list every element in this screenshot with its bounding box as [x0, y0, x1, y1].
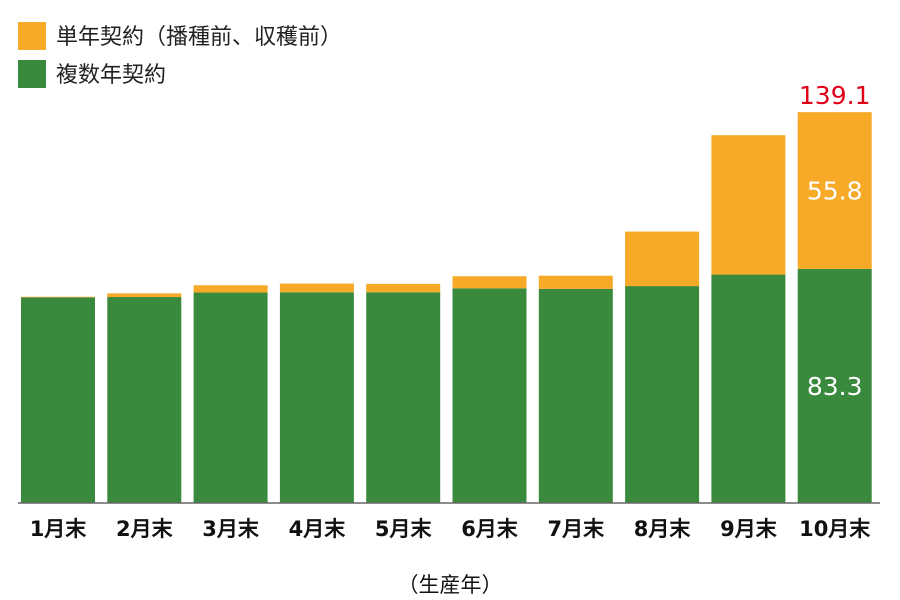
legend: 単年契約（播種前、収穫前） 複数年契約 [18, 22, 342, 88]
bar-segment [21, 297, 95, 503]
legend-label: 複数年契約 [56, 63, 166, 88]
bar-segment [279, 283, 354, 293]
legend-swatch [18, 22, 46, 50]
bar-segment [107, 297, 182, 503]
x-tick-label: 3月末 [202, 517, 260, 541]
bar-segment [193, 292, 268, 503]
segment-value-label: 83.3 [807, 372, 863, 401]
bars-area [21, 112, 872, 503]
x-axis-label: （生産年） [398, 573, 503, 597]
x-tick-label: 10月末 [799, 517, 871, 541]
bar-segment [797, 268, 872, 503]
bar-segment [366, 292, 441, 503]
bar-segment [193, 285, 268, 293]
x-tick-label: 6月末 [461, 517, 519, 541]
bar-segment [366, 283, 441, 293]
x-tick-labels: 1月末 2月末 3月末 4月末 5月末 6月末 7月末 8月末 9月末 10月末 [30, 517, 872, 541]
segment-value-label: 55.8 [807, 177, 863, 206]
bar-segment [452, 288, 527, 503]
x-tick-label: 2月末 [116, 517, 174, 541]
bar-segment [538, 275, 613, 289]
x-tick-label: 8月末 [634, 517, 692, 541]
bar-segment [107, 293, 182, 298]
bar-segment [538, 288, 613, 503]
x-tick-label: 7月末 [547, 517, 605, 541]
x-tick-label: 5月末 [375, 517, 433, 541]
bar-segment [21, 296, 95, 298]
x-tick-label: 4月末 [289, 517, 347, 541]
data-labels: 83.3 55.8 139.1 [799, 81, 871, 401]
x-tick-label: 1月末 [30, 517, 88, 541]
bar-segment [452, 276, 527, 289]
bar-segment [797, 112, 872, 269]
bar-segment [625, 286, 700, 503]
bar-segment [625, 231, 700, 287]
total-value-label: 139.1 [799, 81, 871, 110]
bar-segment [711, 274, 786, 503]
legend-label: 単年契約（播種前、収穫前） [56, 25, 342, 50]
bar-segment [711, 135, 786, 275]
x-tick-label: 9月末 [720, 517, 778, 541]
bar-segment [279, 292, 354, 503]
legend-swatch [18, 60, 46, 88]
